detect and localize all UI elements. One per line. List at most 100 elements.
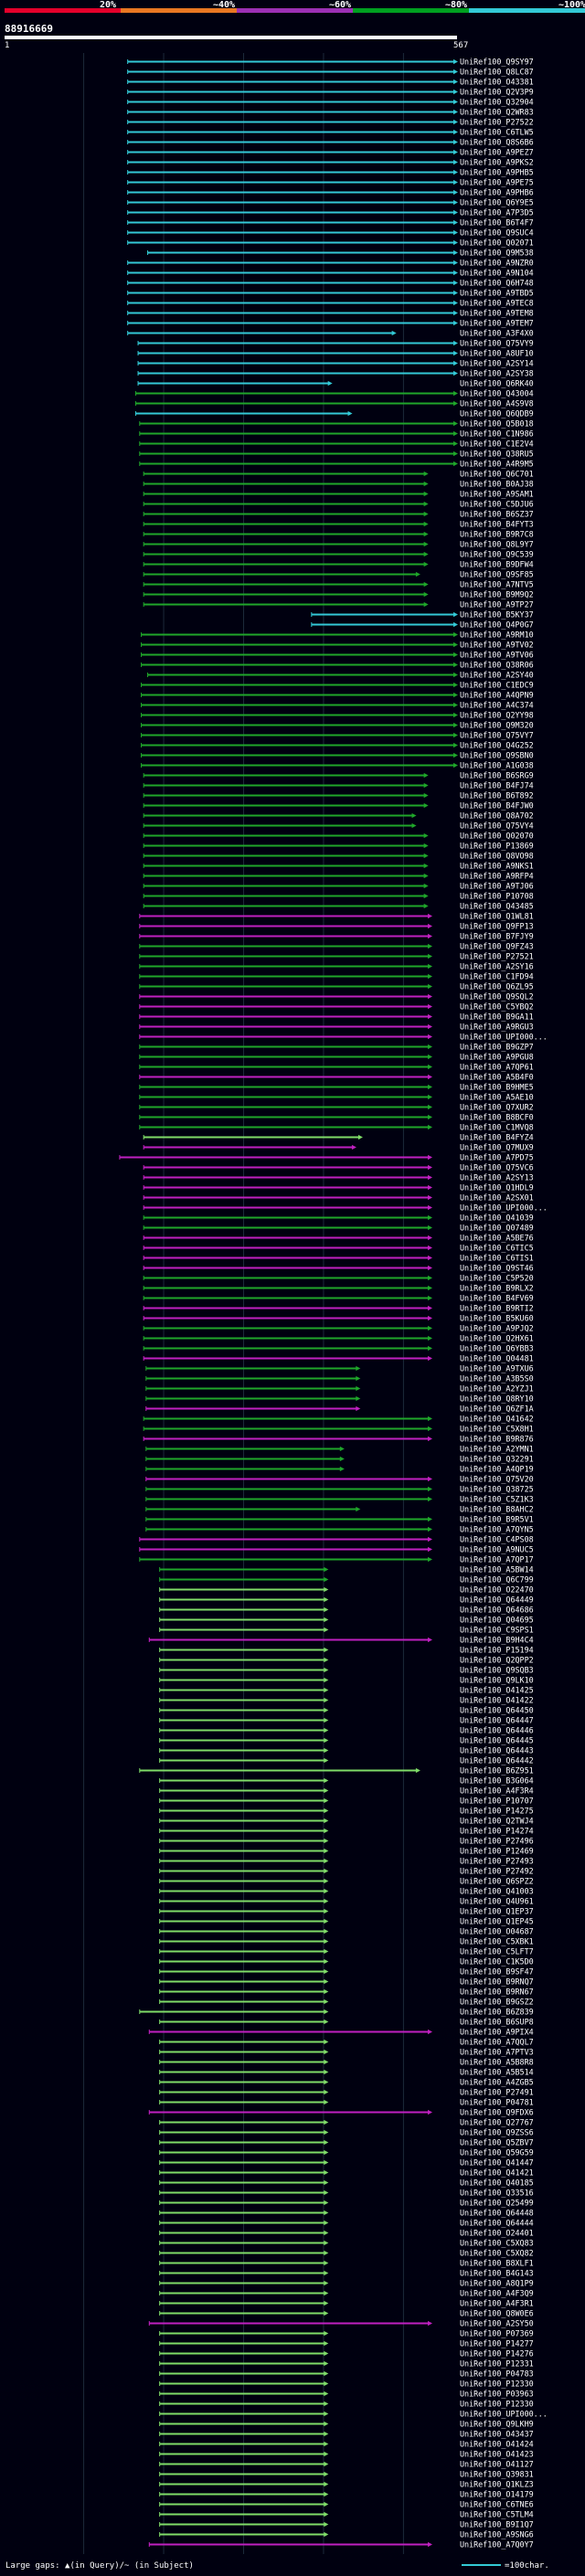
hit-label[interactable]: UniRef100_B6T892 — [460, 791, 534, 800]
hit-row[interactable]: UniRef100_A9NUC5 — [139, 1545, 534, 1554]
hit-row[interactable]: UniRef100_P13869 — [143, 842, 534, 851]
hit-row[interactable]: UniRef100_Q40185 — [159, 2178, 534, 2188]
hit-row[interactable]: UniRef100_B9GZP7 — [139, 1043, 534, 1052]
hit-label[interactable]: UniRef100_A4F3R1 — [460, 2299, 534, 2308]
hit-label[interactable]: UniRef100_A7NTV5 — [460, 580, 534, 589]
hit-label[interactable]: UniRef100_P10708 — [460, 892, 534, 901]
hit-label[interactable]: UniRef100_Q64445 — [460, 1736, 534, 1745]
hit-row[interactable]: UniRef100_Q9SQB3 — [159, 1666, 534, 1675]
hit-label[interactable]: UniRef100_A9NZR0 — [460, 259, 534, 268]
hit-row[interactable]: UniRef100_Q75VC6 — [143, 1163, 534, 1172]
hit-row[interactable]: UniRef100_Q9SBN0 — [141, 751, 534, 760]
hit-row[interactable]: UniRef100_Q38725 — [145, 1485, 534, 1494]
hit-row[interactable]: UniRef100_P14275 — [159, 1807, 534, 1816]
hit-label[interactable]: UniRef100_Q6RK40 — [460, 379, 534, 388]
hit-row[interactable]: UniRef100_Q41039 — [143, 1214, 534, 1223]
hit-row[interactable]: UniRef100_C6TLW5 — [127, 128, 534, 137]
hit-label[interactable]: UniRef100_Q64449 — [460, 1595, 534, 1605]
hit-label[interactable]: UniRef100_P27496 — [460, 1837, 534, 1846]
hit-label[interactable]: UniRef100_B7FJY9 — [460, 932, 534, 941]
hit-row[interactable]: UniRef100_B9R876 — [143, 1435, 534, 1444]
hit-label[interactable]: UniRef100_C6TNE6 — [460, 2500, 534, 2509]
hit-row[interactable]: UniRef100_P27493 — [159, 1857, 534, 1866]
hit-label[interactable]: UniRef100_A7PTV3 — [460, 2048, 534, 2057]
hit-label[interactable]: UniRef100_Q02071 — [460, 239, 534, 248]
hit-row[interactable]: UniRef100_P14274 — [159, 1827, 534, 1836]
hit-label[interactable]: UniRef100_A9NUC5 — [460, 1545, 534, 1554]
hit-row[interactable]: UniRef100_B4FV69 — [143, 1294, 534, 1303]
hit-label[interactable]: UniRef100_B4FYZ4 — [460, 1133, 534, 1142]
hit-row[interactable]: UniRef100_O41425 — [159, 1686, 534, 1695]
hit-label[interactable]: UniRef100_A9TV02 — [460, 641, 534, 650]
hit-label[interactable]: UniRef100_A9PE75 — [460, 178, 534, 187]
hit-row[interactable]: UniRef100_B6T892 — [143, 791, 534, 800]
hit-label[interactable]: UniRef100_Q64443 — [460, 1746, 534, 1755]
hit-row[interactable]: UniRef100_A3F4X0 — [127, 329, 534, 338]
hit-label[interactable]: UniRef100_Q6SPZ2 — [460, 1877, 534, 1886]
hit-row[interactable]: UniRef100_O14179 — [159, 2490, 534, 2499]
hit-label[interactable]: UniRef100_A7QYN5 — [460, 1525, 534, 1534]
hit-row[interactable]: UniRef100_B8AHC2 — [145, 1505, 534, 1514]
hit-label[interactable]: UniRef100_B6Z951 — [460, 1766, 534, 1776]
hit-row[interactable]: UniRef100_A2SY14 — [137, 359, 534, 368]
hit-label[interactable]: UniRef100_Q9SQB3 — [460, 1666, 534, 1675]
hit-row[interactable]: UniRef100_C6TIS1 — [143, 1254, 534, 1263]
hit-label[interactable]: UniRef100_P27522 — [460, 118, 534, 127]
hit-label[interactable]: UniRef100_O41127 — [460, 2460, 534, 2469]
hit-label[interactable]: UniRef100_UPI000... — [460, 1203, 548, 1213]
hit-row[interactable]: UniRef100_P10708 — [143, 892, 534, 901]
hit-row[interactable]: UniRef100_A9PKS2 — [127, 158, 534, 167]
hit-label[interactable]: UniRef100_Q04695 — [460, 1616, 534, 1625]
hit-row[interactable]: UniRef100_A7QQL7 — [159, 2038, 534, 2047]
hit-row[interactable]: UniRef100_A9TEC8 — [127, 299, 534, 308]
hit-row[interactable]: UniRef100_Q32291 — [145, 1455, 534, 1464]
hit-label[interactable]: UniRef100_A2SY38 — [460, 369, 534, 378]
hit-row[interactable]: UniRef100_B9GSZ2 — [159, 1998, 534, 2007]
hit-label[interactable]: UniRef100_UPI000... — [460, 2410, 548, 2419]
hit-label[interactable]: UniRef100_Q43004 — [460, 389, 534, 398]
hit-label[interactable]: UniRef100_B3G064 — [460, 1776, 534, 1786]
hit-row[interactable]: UniRef100_Q04695 — [159, 1616, 534, 1625]
hit-row[interactable]: UniRef100_A3B5S0 — [145, 1374, 534, 1383]
hit-label[interactable]: UniRef100_Q41642 — [460, 1415, 534, 1424]
hit-row[interactable]: UniRef100_A4S9V8 — [134, 399, 534, 408]
hit-row[interactable]: UniRef100_B6SRG9 — [143, 771, 534, 780]
hit-row[interactable]: UniRef100_B6SUP8 — [159, 2018, 534, 2027]
hit-row[interactable]: UniRef100_Q9FDX6 — [148, 2108, 534, 2117]
hit-row[interactable]: UniRef100_A4ZGB5 — [159, 2078, 534, 2087]
hit-row[interactable]: UniRef100_A4QP19 — [145, 1465, 534, 1474]
hit-row[interactable]: UniRef100_Q02071 — [127, 239, 534, 248]
hit-label[interactable]: UniRef100_A2SY16 — [460, 962, 534, 971]
hit-row[interactable]: UniRef100_Q2TWJ4 — [159, 1817, 534, 1826]
hit-row[interactable]: UniRef100_B9R5V1 — [145, 1515, 534, 1524]
hit-label[interactable]: UniRef100_A9RGU3 — [460, 1023, 534, 1032]
hit-label[interactable]: UniRef100_B4FJW0 — [460, 801, 534, 811]
hit-label[interactable]: UniRef100_A5B4F0 — [460, 1073, 534, 1082]
hit-label[interactable]: UniRef100_Q9ZSS6 — [460, 2128, 534, 2137]
hit-row[interactable]: UniRef100_Q41642 — [143, 1415, 534, 1424]
hit-row[interactable]: UniRef100_Q64448 — [159, 2209, 534, 2218]
hit-row[interactable]: UniRef100_Q9M320 — [141, 721, 534, 730]
hit-label[interactable]: UniRef100_Q8S6B6 — [460, 138, 534, 147]
hit-label[interactable]: UniRef100_A7P3D5 — [460, 208, 534, 217]
hit-row[interactable]: UniRef100_Q1EP37 — [159, 1907, 534, 1916]
hit-row[interactable]: UniRef100_Q75VY9 — [137, 339, 534, 348]
hit-row[interactable]: UniRef100_A9TBD5 — [127, 289, 534, 298]
hit-row[interactable]: UniRef100_C6TNE6 — [159, 2500, 534, 2509]
hit-label[interactable]: UniRef100_Q43485 — [460, 902, 534, 911]
hit-label[interactable]: UniRef100_Q32291 — [460, 1455, 534, 1464]
hit-row[interactable]: UniRef100_B4FJ74 — [143, 781, 534, 790]
hit-row[interactable]: UniRef100_A9TJ06 — [143, 882, 534, 891]
hit-label[interactable]: UniRef100_Q59G59 — [460, 2148, 534, 2157]
hit-row[interactable]: UniRef100_A4F3R4 — [159, 1786, 534, 1796]
hit-label[interactable]: UniRef100_A4QPN9 — [460, 691, 534, 700]
hit-label[interactable]: UniRef100_A9TEC8 — [460, 299, 534, 308]
hit-label[interactable]: UniRef100_C4PS08 — [460, 1535, 534, 1544]
hit-row[interactable]: UniRef100_A9PHB6 — [127, 188, 534, 197]
hit-label[interactable]: UniRef100_B0AJ38 — [460, 480, 534, 489]
hit-label[interactable]: UniRef100_O41423 — [460, 2450, 534, 2459]
hit-label[interactable]: UniRef100_P14277 — [460, 2339, 534, 2348]
hit-label[interactable]: UniRef100_Q9SBN0 — [460, 751, 534, 760]
hit-label[interactable]: UniRef100_P15194 — [460, 1646, 534, 1655]
hit-label[interactable]: UniRef100_C5Z1K3 — [460, 1495, 534, 1504]
